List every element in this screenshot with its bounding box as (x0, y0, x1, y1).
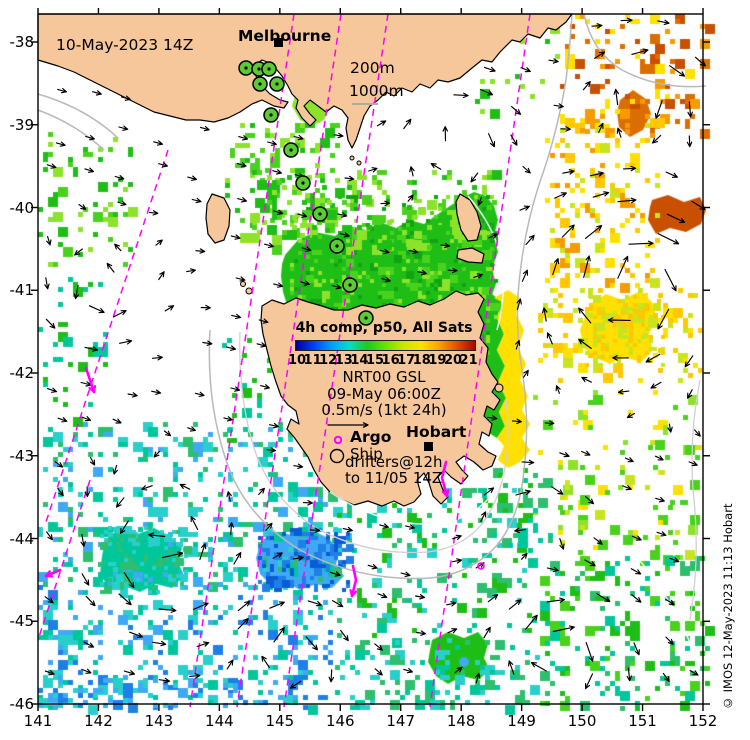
colorbar-tick-label: 18 (412, 353, 431, 368)
depth-contour-1000m-label: 1000m (349, 82, 404, 100)
x-axis-tick-label: 151 (628, 712, 657, 730)
y-axis-tick-label: -45 (9, 612, 35, 631)
colorbar-tick-label: 16 (381, 353, 400, 368)
legend-ship-label: Ship (350, 445, 383, 463)
legend-argo-label: Argo (350, 428, 392, 446)
x-axis-tick-label: 146 (325, 712, 355, 730)
x-axis-tick-label: 148 (446, 712, 476, 730)
legend-ship-icon (329, 448, 345, 464)
map-datetime-label: 10-May-2023 14Z (56, 36, 194, 54)
colorbar-tick-label: 20 (443, 353, 463, 368)
colorbar-tick-label: 10 (287, 353, 307, 368)
legend-drifters-label-line2: to 11/05 14Z (345, 469, 443, 487)
colorbar-tick-label: 11 (303, 353, 322, 368)
y-axis-tick-label: -44 (9, 529, 35, 548)
x-axis-tick-label: 149 (507, 712, 536, 730)
colorbar-tick-label: 21 (459, 353, 478, 368)
y-axis-tick-label: -46 (9, 695, 35, 713)
melbourne-marker (274, 38, 283, 47)
vector-scale-label: 0.5m/s (1kt 24h) (321, 401, 447, 419)
colorbar-tick-label: 19 (428, 353, 447, 368)
depth-contour-1000m-line-sample (352, 103, 378, 105)
x-axis-tick-label: 142 (84, 712, 113, 730)
depth-contour-200m-label: 200m (350, 59, 395, 77)
y-axis-tick-label: -43 (9, 446, 35, 465)
x-axis-tick-label: 145 (265, 712, 295, 730)
colorbar-tick-label: 13 (334, 353, 353, 368)
x-axis-tick-label: 144 (205, 712, 234, 730)
melbourne-city-label: Melbourne (238, 27, 332, 45)
x-axis-tick-label: 143 (144, 712, 174, 730)
y-axis-tick-label: -40 (9, 198, 35, 217)
x-axis-tick-label: 141 (23, 712, 53, 730)
y-axis-tick-label: -39 (9, 115, 35, 134)
legend-drifters-label-line1: drifters@12h (345, 453, 443, 471)
product-name-label: NRT00 GSL (342, 368, 426, 386)
x-axis-tick-label: 150 (567, 712, 597, 730)
colorbar-tick-label: 17 (397, 353, 416, 368)
hobart-city-label: Hobart (406, 423, 467, 441)
x-axis-tick-label: 152 (688, 712, 718, 730)
valid-time-label: 09-May 06:00Z (327, 385, 441, 403)
copyright-attribution: © IMOS 12-May-2023 11:13 Hobart (721, 503, 735, 710)
colorbar-tick-label: 12 (319, 353, 338, 368)
x-axis-tick-label: 147 (386, 712, 416, 730)
sst-panel-title: 4h comp, p50, All Sats (295, 320, 473, 336)
y-axis-tick-label: -38 (9, 33, 35, 51)
sst-colorbar (295, 340, 476, 351)
colorbar-tick-label: 15 (365, 353, 385, 368)
y-axis-tick-label: -42 (9, 364, 35, 382)
colorbar-tick-label: 14 (350, 353, 369, 368)
legend-argo-icon (333, 435, 343, 445)
y-axis-tick-label: -41 (9, 281, 35, 300)
hobart-marker (424, 442, 433, 451)
